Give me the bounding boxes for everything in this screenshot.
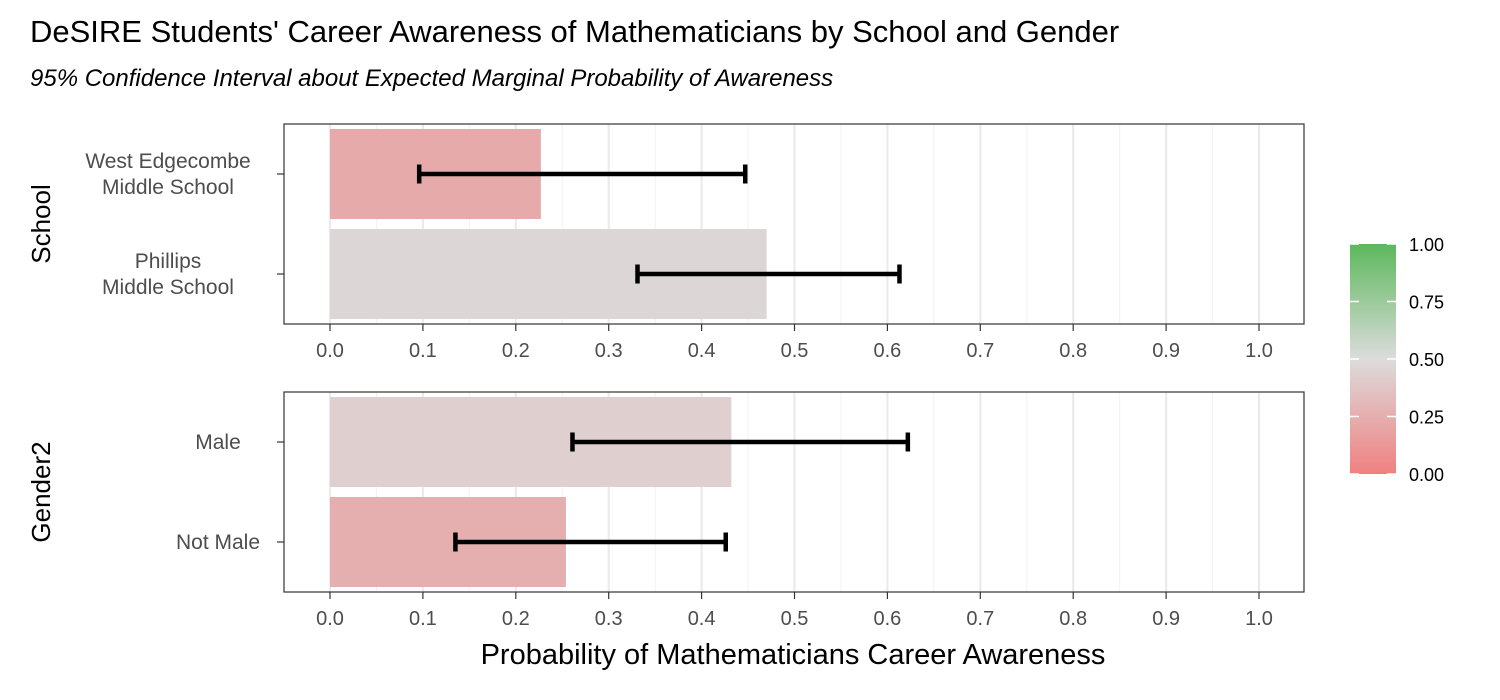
x-tick-label: 0.9 — [1152, 608, 1180, 630]
y-tick-label: West Edgecombe Middle School — [85, 150, 250, 199]
bar-group — [330, 129, 902, 319]
legend-tick-label: 0.50 — [1409, 350, 1444, 370]
x-tick-label: 0.0 — [316, 340, 344, 362]
x-tick-label: 0.2 — [502, 608, 530, 630]
panel-grid — [328, 124, 1261, 324]
x-tick-label: 0.1 — [409, 608, 437, 630]
x-axis-label: Probability of Mathematicians Career Awa… — [481, 639, 1106, 671]
facet-panel-school: 0.0 0.1 0.2 0.3 0.4 0.5 0.6 0.7 0.8 0.9 1.0 West E… — [26, 123, 1305, 362]
chart-subtitle: 95% Confidence Interval about Expected M… — [30, 65, 833, 92]
x-tick-label: 0.5 — [781, 340, 809, 362]
color-legend: 0.00 0.25 0.50 0.75 1.00 — [1350, 235, 1444, 485]
x-tick-label: 0.0 — [316, 608, 344, 630]
legend-tick-label: 0.25 — [1409, 408, 1444, 428]
y-axis: Male Not Male — [176, 431, 284, 554]
x-tick-label: 0.6 — [873, 340, 901, 362]
y-axis: West Edgecombe Middle School Phillips Middl… — [85, 150, 284, 299]
x-axis: 0.0 0.1 0.2 0.3 0.4 0.5 0.6 0.7 0.8 0.9 1.0 — [316, 592, 1273, 630]
x-tick-label: 0.4 — [688, 608, 716, 630]
x-axis: 0.0 0.1 0.2 0.3 0.4 0.5 0.6 0.7 0.8 0.9 1.0 — [316, 324, 1273, 362]
x-tick-label: 0.8 — [1059, 340, 1087, 362]
y-tick-label: Phillips Middle School — [102, 250, 234, 299]
facet-label-gender: Gender2 — [26, 441, 56, 542]
facet-panel-gender: 0.0 0.1 0.2 0.3 0.4 0.5 0.6 0.7 0.8 0.9 1.0 Male No… — [26, 391, 1305, 630]
x-tick-label: 0.8 — [1059, 608, 1087, 630]
legend-tick-label: 1.00 — [1409, 235, 1444, 255]
x-tick-label: 0.3 — [595, 608, 623, 630]
legend-tick-label: 0.00 — [1409, 465, 1444, 485]
x-tick-label: 0.5 — [781, 608, 809, 630]
y-tick-label: Male — [195, 431, 241, 454]
x-tick-label: 0.2 — [502, 340, 530, 362]
x-tick-label: 0.4 — [688, 340, 716, 362]
x-tick-label: 0.9 — [1152, 340, 1180, 362]
y-tick-label: Not Male — [176, 531, 260, 554]
bar-group — [330, 397, 911, 587]
x-tick-label: 0.3 — [595, 340, 623, 362]
facet-label-school: School — [26, 184, 56, 264]
x-tick-label: 1.0 — [1245, 340, 1273, 362]
legend-tick-label: 0.75 — [1409, 293, 1444, 313]
x-tick-label: 0.6 — [873, 608, 901, 630]
chart-title: DeSIRE Students' Career Awareness of Mat… — [30, 14, 1119, 49]
x-tick-label: 0.1 — [409, 340, 437, 362]
x-tick-label: 1.0 — [1245, 608, 1273, 630]
x-tick-label: 0.7 — [966, 340, 994, 362]
x-tick-label: 0.7 — [966, 608, 994, 630]
